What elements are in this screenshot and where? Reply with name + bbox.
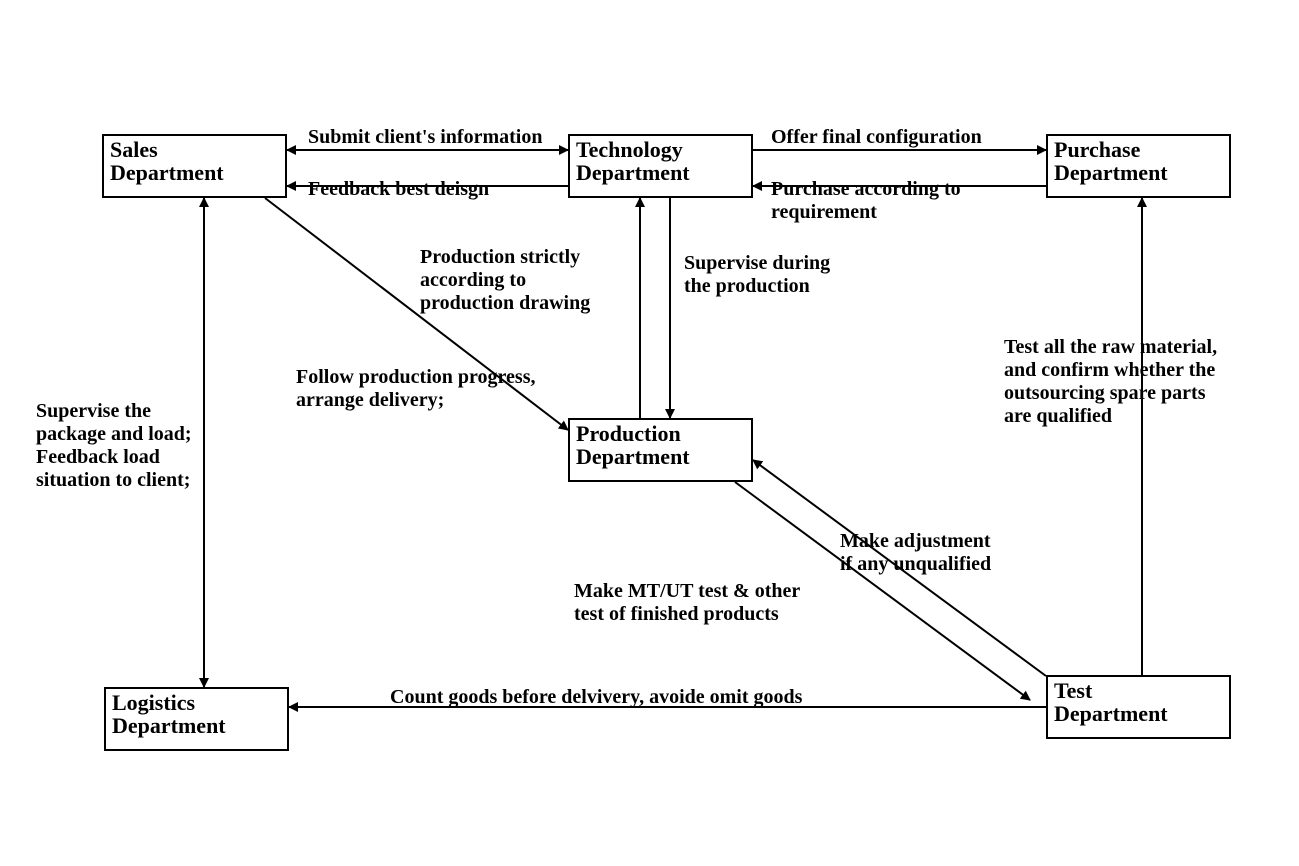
label-l-prodstrict: Production strictly according to product… bbox=[420, 246, 590, 315]
node-purchase-line: Purchase bbox=[1054, 138, 1223, 161]
label-l-adjust: Make adjustment if any unqualified bbox=[840, 530, 991, 576]
node-logistics: LogisticsDepartment bbox=[104, 687, 289, 751]
node-test: TestDepartment bbox=[1046, 675, 1231, 739]
node-sales-line: Sales bbox=[110, 138, 279, 161]
node-logistics-line: Logistics bbox=[112, 691, 281, 714]
label-l-offer: Offer final configuration bbox=[771, 126, 982, 149]
label-l-submit: Submit client's information bbox=[308, 126, 542, 149]
node-tech-line: Department bbox=[576, 161, 745, 184]
diagram-canvas: SalesDepartmentTechnologyDepartmentPurch… bbox=[0, 0, 1299, 866]
node-test-line: Test bbox=[1054, 679, 1223, 702]
node-sales: SalesDepartment bbox=[102, 134, 287, 198]
label-l-purchreq: Purchase according to requirement bbox=[771, 178, 961, 224]
label-l-supervise: Supervise the package and load; Feedback… bbox=[36, 400, 192, 492]
node-production-line: Production bbox=[576, 422, 745, 445]
node-purchase: PurchaseDepartment bbox=[1046, 134, 1231, 198]
node-logistics-line: Department bbox=[112, 714, 281, 737]
node-sales-line: Department bbox=[110, 161, 279, 184]
label-l-follow: Follow production progress, arrange deli… bbox=[296, 366, 535, 412]
node-purchase-line: Department bbox=[1054, 161, 1223, 184]
node-test-line: Department bbox=[1054, 702, 1223, 725]
label-l-mtut: Make MT/UT test & other test of finished… bbox=[574, 580, 800, 626]
label-l-feedback: Feedback best deisgn bbox=[308, 178, 489, 201]
label-l-count: Count goods before delvivery, avoide omi… bbox=[390, 686, 802, 709]
node-tech-line: Technology bbox=[576, 138, 745, 161]
label-l-testraw: Test all the raw material, and confirm w… bbox=[1004, 336, 1217, 428]
node-production: ProductionDepartment bbox=[568, 418, 753, 482]
node-production-line: Department bbox=[576, 445, 745, 468]
node-tech: TechnologyDepartment bbox=[568, 134, 753, 198]
label-l-supervise2: Supervise during the production bbox=[684, 252, 830, 298]
